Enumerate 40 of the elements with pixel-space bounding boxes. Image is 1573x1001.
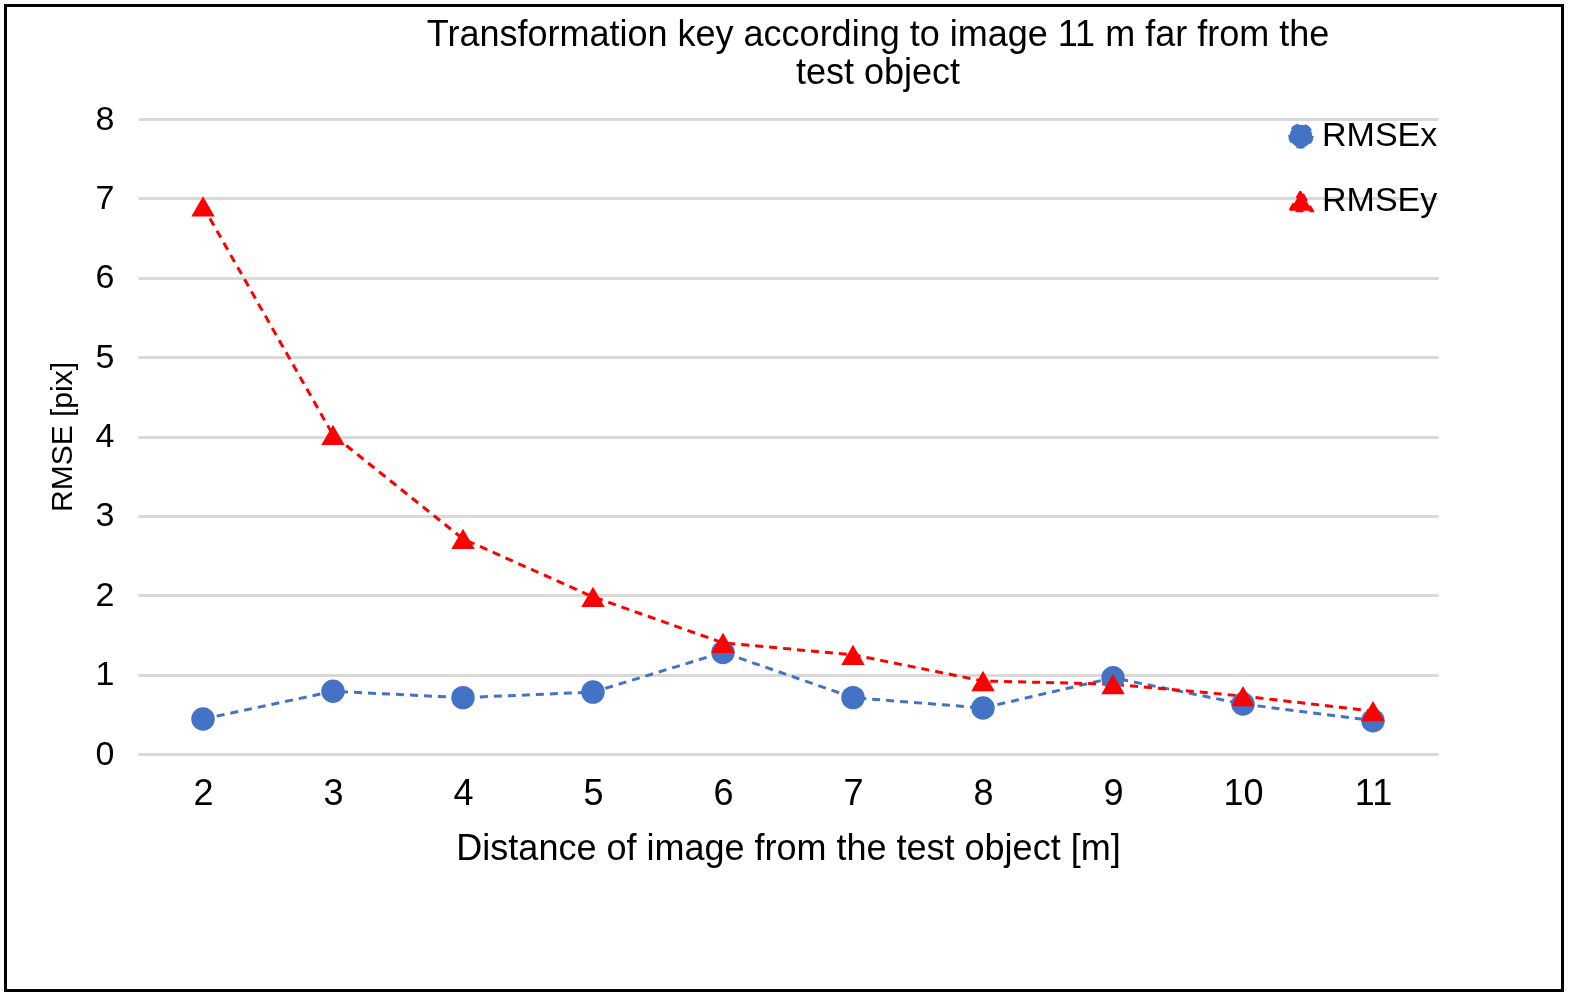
- x-tick-label: 11: [1354, 771, 1393, 813]
- point: [321, 679, 345, 703]
- x-tick-label: 5: [583, 771, 604, 813]
- point: [321, 424, 345, 446]
- x-tick-label: 3: [323, 771, 344, 813]
- x-tick-label: 7: [843, 771, 864, 813]
- point: [1231, 685, 1255, 707]
- y-tick-label: 4: [95, 416, 115, 454]
- legend-label: RMSEy: [1322, 180, 1438, 218]
- legend-label: RMSEx: [1322, 115, 1438, 153]
- y-tick-label: 7: [95, 177, 115, 216]
- point: [1361, 700, 1385, 722]
- x-tick-label: 10: [1223, 771, 1264, 813]
- x-tick-label: 8: [973, 771, 994, 813]
- point: [971, 696, 995, 720]
- point: [841, 685, 865, 710]
- y-tick-label: 6: [95, 257, 115, 296]
- point: [581, 680, 605, 704]
- y-axis-title: RMSE [pix]: [44, 361, 78, 513]
- x-tick-label: 9: [1103, 771, 1124, 813]
- y-tick-label: 0: [95, 733, 115, 772]
- x-tick-label: 2: [193, 771, 214, 813]
- point: [191, 196, 215, 217]
- x-tick-label: 6: [713, 771, 734, 813]
- y-tick-label: 3: [95, 495, 115, 534]
- x-axis-title: Distance of image from the test object [m]: [456, 826, 1121, 868]
- y-tick-label: 2: [95, 574, 115, 613]
- x-tick-label: 4: [453, 771, 474, 813]
- point: [1101, 674, 1125, 695]
- y-tick-label: 8: [95, 98, 115, 137]
- point: [451, 528, 475, 550]
- point: [191, 707, 215, 731]
- point: [841, 644, 865, 665]
- chart-title: Transformation key according to image 11 m far from the test object: [426, 13, 1330, 92]
- point: [971, 670, 995, 692]
- y-tick-label: 1: [95, 654, 115, 693]
- y-tick-label: 5: [95, 336, 115, 375]
- point: [581, 586, 605, 607]
- point: [711, 632, 735, 654]
- point: [451, 685, 475, 710]
